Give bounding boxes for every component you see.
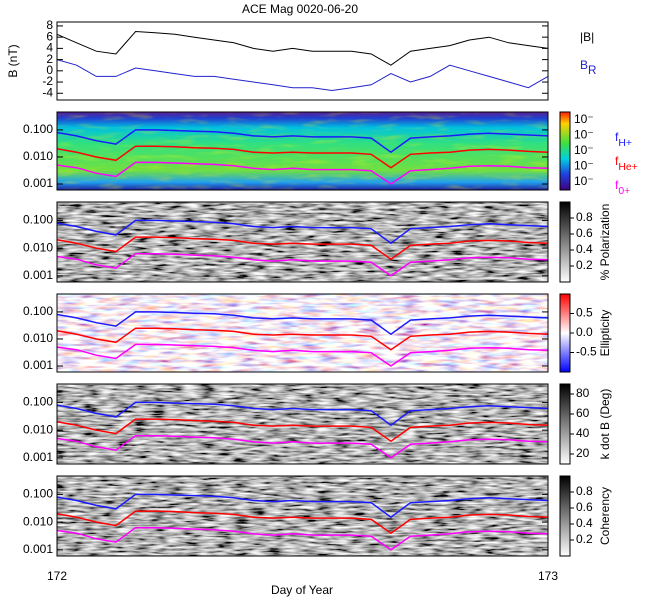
series-line bbox=[56, 145, 549, 169]
legend-name: |B| bbox=[580, 30, 594, 44]
series-line bbox=[56, 401, 549, 427]
plot-frame bbox=[56, 21, 549, 101]
x-tick-label: 172 bbox=[47, 569, 67, 583]
series-line bbox=[56, 526, 549, 551]
spectrogram-texture bbox=[57, 112, 548, 190]
colorbar-tick-label: 10⁻ bbox=[574, 112, 594, 126]
spectrogram bbox=[57, 476, 548, 556]
legend-name: f bbox=[615, 154, 619, 168]
y-axis-label: B (nT) bbox=[6, 44, 20, 77]
y-tick-label: 0.100 bbox=[23, 304, 53, 318]
y-tick-label: 0.001 bbox=[23, 542, 53, 556]
y-tick-label: 8 bbox=[46, 18, 53, 32]
colorbar bbox=[559, 475, 571, 557]
spectrogram bbox=[57, 202, 548, 282]
legend-subscript: 0+ bbox=[618, 186, 630, 197]
y-tick-label: 0.010 bbox=[23, 331, 53, 345]
colorbar-tick-label: 10⁻ bbox=[574, 128, 594, 142]
plot-frame bbox=[56, 111, 549, 191]
series-line bbox=[56, 493, 549, 519]
colorbar-title: k dot B (Deg) bbox=[598, 389, 612, 460]
chart-title: ACE Mag 0020-06-20 bbox=[242, 2, 358, 16]
legend-entry: BR bbox=[580, 58, 596, 77]
y-tick-label: 0.010 bbox=[23, 422, 53, 436]
colorbar-title: Ellipticity bbox=[598, 310, 612, 357]
y-tick-label: 0.100 bbox=[23, 213, 53, 227]
y-tick-label: 0.001 bbox=[23, 358, 53, 372]
colorbar bbox=[559, 293, 571, 373]
colorbar-tick-label: 0.6 bbox=[576, 500, 593, 514]
x-tick-label: 173 bbox=[538, 569, 558, 583]
legend-entry: |B| bbox=[580, 30, 594, 44]
colorbar-tick-label: 80 bbox=[576, 386, 590, 400]
y-tick-label: 0.010 bbox=[23, 149, 53, 163]
legend-subscript: He+ bbox=[618, 162, 637, 173]
series-line bbox=[56, 327, 549, 351]
colorbar-title: Coherency bbox=[598, 487, 612, 545]
y-tick-label: 0.001 bbox=[23, 268, 53, 282]
legend-name: f bbox=[615, 130, 619, 144]
x-axis-label: Day of Year bbox=[271, 583, 333, 597]
plot-frame bbox=[56, 475, 549, 557]
legend-name: f bbox=[615, 178, 619, 192]
y-tick-label: 0.010 bbox=[23, 240, 53, 254]
y-tick-label: 0 bbox=[46, 63, 53, 77]
y-tick-label: -4 bbox=[42, 85, 53, 99]
series-line bbox=[56, 161, 549, 185]
y-tick-label: 0.100 bbox=[23, 122, 53, 136]
legend-entry: f0+ bbox=[615, 178, 630, 197]
y-tick-label: 0.100 bbox=[23, 395, 53, 409]
legend-entry: fHe+ bbox=[615, 154, 638, 173]
colorbar-tick-label: 10⁻ bbox=[574, 159, 594, 173]
y-tick-label: 0.001 bbox=[23, 450, 53, 464]
colorbar-tick-label: 0.8 bbox=[576, 210, 593, 224]
colorbar-tick-label: 10⁻ bbox=[574, 143, 594, 157]
series-line bbox=[56, 311, 549, 336]
spectrogram bbox=[57, 294, 548, 372]
series-line bbox=[56, 59, 549, 92]
y-tick-label: -2 bbox=[42, 74, 53, 88]
colorbar-tick-label: 0.2 bbox=[576, 532, 593, 546]
plot-frame bbox=[56, 383, 549, 465]
plot-frame bbox=[56, 201, 549, 283]
colorbar-tick-label: 0.4 bbox=[576, 516, 593, 530]
legend-entry: fH+ bbox=[615, 130, 632, 149]
colorbar-tick-label: 40 bbox=[576, 426, 590, 440]
colorbar-tick-label: 0.5 bbox=[576, 306, 593, 320]
colorbar-tick-label: 0.2 bbox=[576, 258, 593, 272]
series-line bbox=[56, 418, 549, 443]
legend-name: B bbox=[580, 58, 588, 72]
colorbar bbox=[559, 383, 571, 465]
colorbar bbox=[559, 111, 571, 191]
y-tick-label: 2 bbox=[46, 52, 53, 66]
y-tick-label: 0.010 bbox=[23, 514, 53, 528]
plot-frame bbox=[56, 293, 549, 373]
series-line bbox=[56, 510, 549, 535]
y-tick-label: 4 bbox=[46, 41, 53, 55]
y-tick-label: 0.001 bbox=[23, 176, 53, 190]
colorbar-tick-label: 0.8 bbox=[576, 484, 593, 498]
y-tick-label: 6 bbox=[46, 29, 53, 43]
colorbar-tick-label: 0.6 bbox=[576, 226, 593, 240]
series-line bbox=[56, 30, 549, 66]
series-line bbox=[56, 129, 549, 154]
series-line bbox=[56, 219, 549, 245]
colorbar-tick-label: 10⁻ bbox=[574, 174, 594, 188]
colorbar-tick-label: 0.4 bbox=[576, 242, 593, 256]
series-line bbox=[56, 434, 549, 459]
colorbar-tick-label: 60 bbox=[576, 406, 590, 420]
spectrogram bbox=[57, 384, 548, 464]
colorbar-tick-label: 0.0 bbox=[576, 325, 593, 339]
legend-subscript: H+ bbox=[618, 138, 632, 149]
colorbar-tick-label: -0.5 bbox=[576, 345, 597, 359]
colorbar-tick-label: 20 bbox=[576, 446, 590, 460]
legend-subscript: R bbox=[588, 64, 596, 77]
colorbar bbox=[559, 201, 571, 283]
y-tick-label: 0.100 bbox=[23, 487, 53, 501]
series-line bbox=[56, 236, 549, 261]
colorbar-title: % Polarization bbox=[598, 204, 612, 281]
series-line bbox=[56, 252, 549, 277]
series-line bbox=[56, 343, 549, 367]
